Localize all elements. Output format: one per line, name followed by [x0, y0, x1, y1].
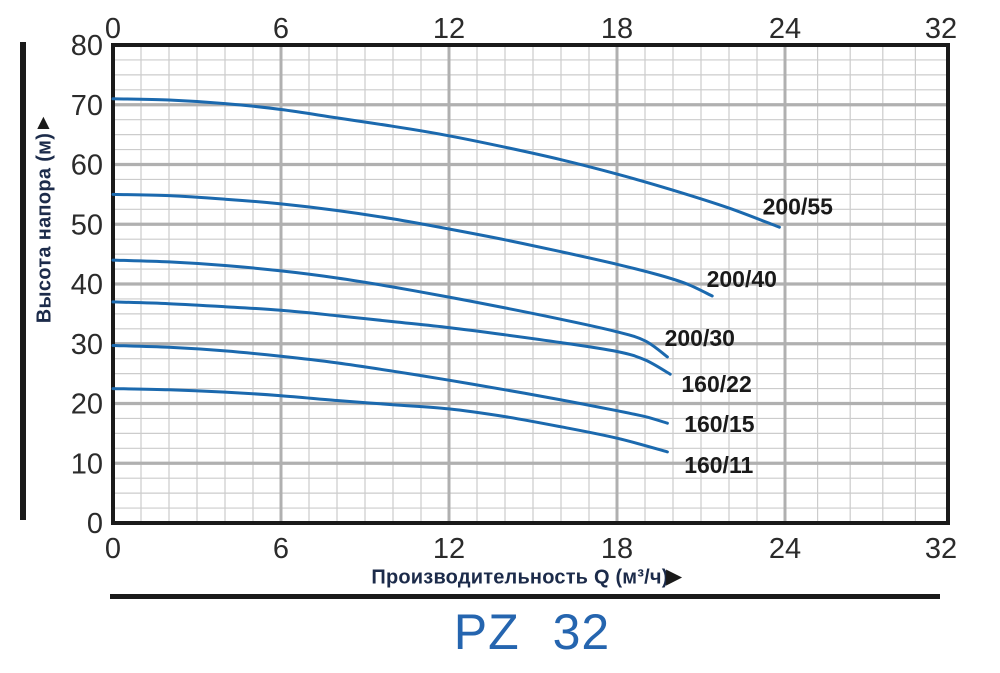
- curve-label-160/15: 160/15: [684, 411, 755, 437]
- y-ticks: 0 10 20 30 40 50 60 70 80: [71, 30, 103, 540]
- curve-160/22: [111, 300, 672, 376]
- curve-200/55: [111, 97, 781, 229]
- y-tick: 10: [71, 448, 103, 480]
- x-tick-top: 32: [925, 13, 957, 45]
- curve-label-200/30: 200/30: [665, 325, 735, 351]
- pump-curves: [111, 97, 781, 454]
- curve-label-160/11: 160/11: [684, 452, 753, 478]
- y-tick: 20: [71, 389, 103, 421]
- x-tick-bottom: 18: [601, 533, 633, 565]
- x-tick-bottom: 32: [925, 533, 957, 565]
- x-tick-top: 24: [769, 13, 801, 45]
- page-title: PZ 32: [453, 604, 611, 660]
- y-tick: 50: [71, 209, 103, 241]
- x-tick-bottom: 6: [273, 533, 289, 565]
- curve-160/11: [111, 387, 669, 454]
- grid-major: [113, 45, 948, 523]
- y-tick: 30: [71, 329, 103, 361]
- y-tick: 60: [71, 150, 103, 182]
- x-tick-bottom: 0: [105, 533, 121, 565]
- curve-200/30: [111, 258, 669, 359]
- x-axis-title: Производительность Q (м³/ч): [371, 566, 669, 589]
- x-ticks-bottom: 0 6 12 18 24 32: [105, 533, 957, 565]
- x-tick-top: 6: [273, 13, 289, 45]
- x-tick-top: 12: [433, 13, 465, 45]
- y-tick: 70: [71, 90, 103, 122]
- y-axis-up-arrow-icon: ▲: [33, 111, 54, 134]
- x-tick-top: 0: [105, 13, 121, 45]
- x-tick-top: 18: [601, 13, 633, 45]
- plot-border: [111, 43, 950, 525]
- left-vertical-rule: [20, 42, 26, 520]
- y-tick: 40: [71, 269, 103, 301]
- x-tick-bottom: 12: [433, 533, 465, 565]
- curve-label-200/40: 200/40: [707, 266, 777, 292]
- bottom-horizontal-rule: [110, 594, 940, 599]
- y-tick: 0: [87, 508, 103, 540]
- curve-160/15: [111, 344, 669, 425]
- x-tick-bottom: 24: [769, 533, 801, 565]
- x-ticks-top: 0 6 12 18 24 32: [105, 13, 957, 45]
- x-axis-right-arrow-icon: ▶: [666, 565, 683, 588]
- curve-label-160/22: 160/22: [681, 371, 751, 397]
- curve-label-200/55: 200/55: [763, 193, 834, 219]
- y-tick: 80: [71, 30, 103, 62]
- curve-labels: 200/55 200/40 200/30 160/22 160/15 160/11: [665, 193, 834, 478]
- curve-200/40: [111, 192, 714, 298]
